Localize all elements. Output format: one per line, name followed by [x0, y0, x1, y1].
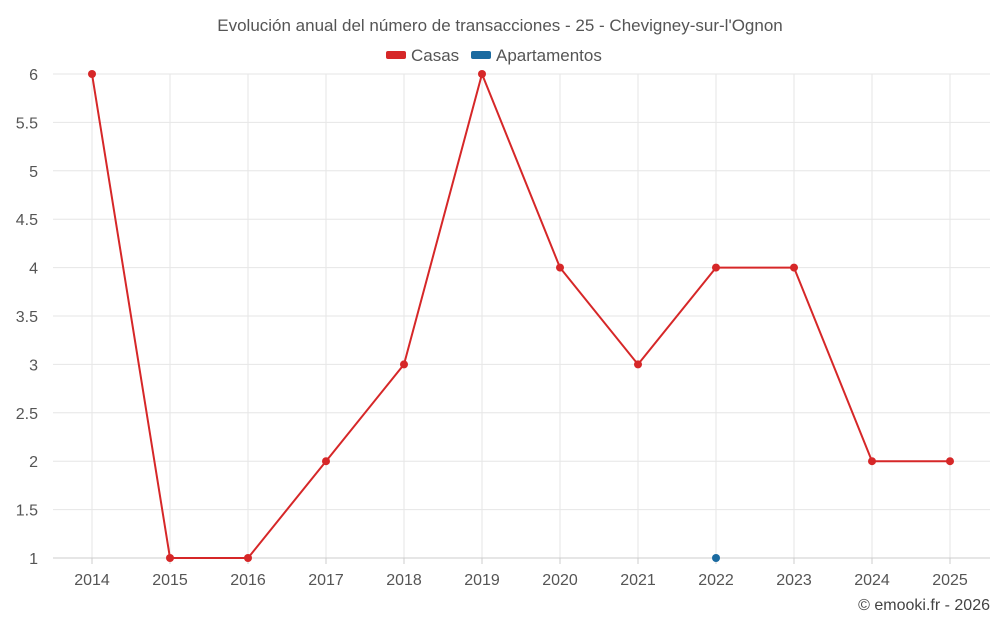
x-tick-label: 2017 — [308, 572, 344, 589]
data-point-casas-2014 — [88, 70, 96, 78]
y-axis: 1 1.5 2 2.5 3 3.5 4 4.5 5 5.5 6 — [16, 67, 38, 568]
grid — [53, 73, 990, 559]
x-tick-label: 2025 — [932, 572, 968, 589]
y-tick-label: 1.5 — [16, 503, 38, 520]
data-point-casas-2017 — [322, 457, 330, 466]
y-tick-label: 3.5 — [16, 309, 38, 326]
y-tick-label: 4 — [29, 261, 38, 278]
data-point-casas-2022 — [712, 263, 720, 272]
y-tick-label: 5.5 — [16, 115, 38, 132]
y-tick-label: 2.5 — [16, 406, 38, 423]
y-tick-label: 3 — [29, 357, 38, 374]
data-point-casas-2019 — [478, 70, 486, 78]
x-axis: 2014 2015 2016 2017 2018 2019 2020 2021 2022 2023… — [53, 557, 990, 589]
data-point-casas-2020 — [556, 263, 564, 272]
y-tick-label: 4.5 — [16, 212, 38, 229]
data-point-apartamentos-2022 — [712, 554, 720, 562]
x-tick-label: 2020 — [542, 572, 578, 589]
x-tick-label: 2016 — [230, 572, 266, 589]
x-tick-label: 2015 — [152, 572, 188, 589]
legend-swatch-apartamentos — [471, 51, 491, 59]
x-tick-label: 2022 — [698, 572, 734, 589]
data-point-casas-2018 — [400, 360, 408, 369]
data-point-casas-2021 — [634, 360, 642, 369]
y-tick-label: 6 — [29, 67, 38, 84]
x-tick-label: 2019 — [464, 572, 500, 589]
series-group — [88, 70, 954, 562]
data-point-casas-2016 — [244, 554, 252, 562]
y-tick-label: 1 — [29, 551, 38, 568]
x-tick-label: 2023 — [776, 572, 812, 589]
legend: Casas Apartamentos — [386, 46, 602, 65]
legend-label-apartamentos[interactable]: Apartamentos — [496, 46, 602, 65]
x-tick-label: 2014 — [74, 572, 110, 589]
chart-title: Evolución anual del número de transaccio… — [217, 16, 783, 35]
data-point-casas-2025 — [946, 457, 954, 466]
credit-text: © emooki.fr - 2026 — [858, 597, 990, 614]
x-tick-label: 2024 — [854, 572, 890, 589]
data-point-casas-2015 — [166, 554, 174, 562]
series-line-casas — [91, 73, 950, 559]
legend-label-casas[interactable]: Casas — [411, 46, 459, 65]
x-tick-label: 2021 — [620, 572, 656, 589]
x-tick-label: 2018 — [386, 572, 422, 589]
legend-swatch-casas — [386, 51, 406, 59]
data-point-casas-2023 — [790, 263, 798, 272]
y-tick-label: 2 — [29, 454, 38, 471]
data-point-casas-2024 — [868, 457, 876, 466]
y-tick-label: 5 — [29, 164, 38, 181]
